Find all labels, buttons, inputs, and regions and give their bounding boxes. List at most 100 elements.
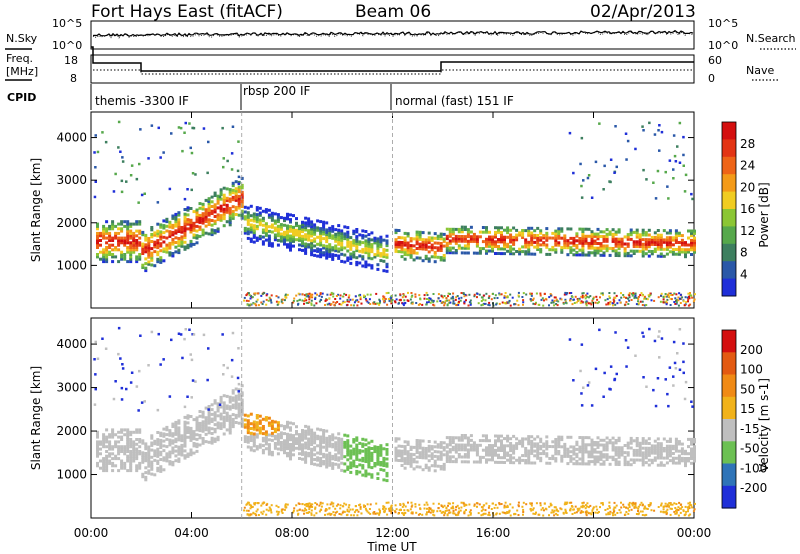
power-cell (236, 169, 240, 173)
velocity-cell (569, 450, 573, 454)
power-cell (494, 235, 497, 239)
velocity-cell (195, 445, 199, 449)
power-cell (677, 250, 681, 254)
power-cell (132, 243, 136, 247)
power-cell (677, 248, 681, 252)
power-cell (135, 229, 139, 233)
velocity-cell (270, 450, 274, 454)
power-cell (427, 250, 431, 254)
power-cell (533, 229, 537, 233)
velocity-cell (135, 385, 139, 388)
power-cell (105, 236, 109, 240)
velocity-cell (500, 460, 503, 464)
power-cell (135, 257, 139, 261)
velocity-cell (693, 452, 696, 456)
velocity-cell (188, 328, 191, 331)
velocity-cell (367, 453, 371, 457)
velocity-cell (674, 367, 678, 370)
velocity-cell (657, 506, 660, 508)
velocity-cell (168, 438, 172, 442)
power-cell (676, 145, 679, 148)
power-cell (126, 222, 130, 226)
power-cell (177, 218, 181, 222)
power-cell (192, 242, 196, 246)
velocity-cell (333, 514, 336, 516)
power-cell (171, 223, 175, 227)
power-cell (123, 257, 127, 261)
velocity-cell (614, 513, 617, 516)
velocity-cell (183, 439, 187, 443)
velocity-cell (404, 505, 407, 508)
velocity-cell (563, 445, 567, 449)
velocity-cell (677, 514, 680, 517)
power-cell (581, 234, 585, 238)
power-cell (252, 226, 256, 230)
velocity-cell (174, 423, 178, 427)
velocity-cell (614, 458, 618, 462)
power-cell (511, 296, 514, 299)
power-cell (319, 250, 323, 254)
velocity-cell (394, 511, 397, 514)
velocity-cell (156, 469, 160, 473)
power-cell (493, 297, 496, 300)
power-cell (448, 230, 452, 234)
velocity-cell (141, 456, 145, 459)
velocity-cell (159, 431, 163, 435)
velocity-cell (460, 506, 463, 509)
power-cell (682, 135, 685, 139)
velocity-cell (219, 424, 223, 428)
power-cell (325, 233, 329, 237)
velocity-cell (684, 464, 687, 468)
power-cell (572, 236, 576, 240)
power-cell (352, 232, 356, 236)
velocity-cell (656, 454, 660, 458)
velocity-cell (210, 412, 214, 416)
velocity-cell (340, 437, 344, 441)
velocity-cell (206, 378, 209, 382)
velocity-cell (658, 356, 661, 359)
power-cell (258, 213, 262, 217)
power-cell (201, 228, 205, 232)
velocity-cell (264, 418, 268, 422)
power-cell (243, 217, 247, 221)
power-cell (114, 248, 118, 252)
velocity-cell (180, 439, 184, 443)
power-cell (620, 244, 624, 248)
power-cell (165, 236, 169, 240)
power-cell (674, 252, 678, 256)
velocity-cell (530, 461, 534, 465)
power-cell (168, 225, 172, 229)
velocity-cell (276, 440, 280, 444)
power-cell (653, 235, 657, 239)
power-cell (424, 243, 428, 247)
velocity-cell (566, 454, 570, 458)
power-cell (690, 238, 693, 242)
power-cell (581, 244, 585, 248)
power-cell (319, 229, 323, 233)
velocity-cell (602, 455, 606, 459)
power-cell (524, 238, 528, 242)
velocity-cell (575, 452, 579, 456)
power-cell (481, 303, 484, 306)
power-cell (228, 188, 232, 192)
velocity-cell (240, 408, 244, 412)
power-cell (506, 228, 510, 232)
power-cell (135, 220, 139, 224)
velocity-cell (536, 456, 540, 460)
velocity-cell (454, 436, 458, 440)
velocity-cell (343, 469, 347, 473)
velocity-cell (429, 511, 432, 514)
velocity-cell (168, 450, 172, 454)
velocity-cell (231, 403, 235, 407)
velocity-cell (162, 358, 165, 361)
velocity-cell (680, 447, 684, 451)
power-cell (509, 304, 512, 307)
velocity-cell (665, 451, 669, 455)
power-cell (355, 228, 359, 231)
power-cell (96, 255, 99, 259)
power-cell (557, 243, 561, 247)
power-cell (376, 267, 380, 271)
power-cell (298, 231, 301, 235)
power-cell (680, 248, 684, 252)
power-cell (530, 236, 534, 240)
